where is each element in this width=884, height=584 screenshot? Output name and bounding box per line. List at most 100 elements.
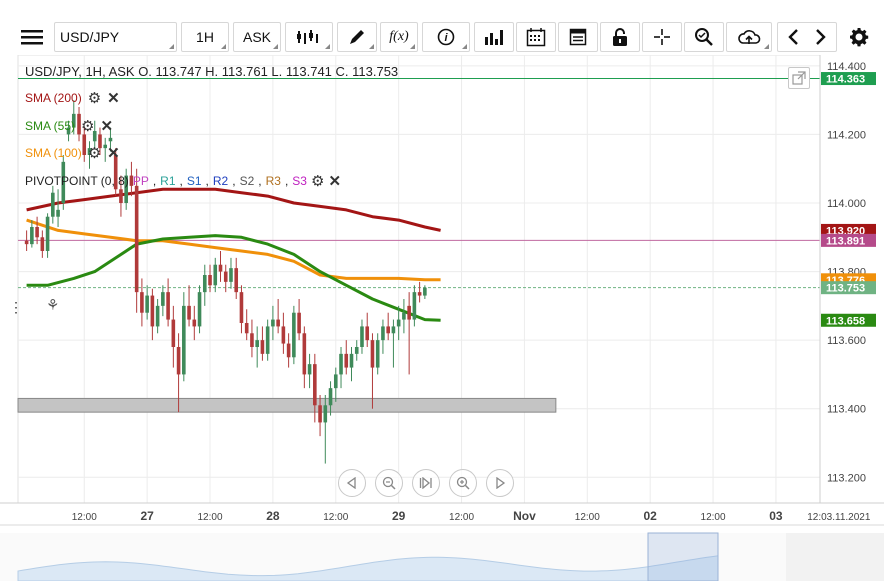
chart-type-button[interactable]: [285, 22, 333, 52]
price-side-select[interactable]: ASK: [233, 22, 281, 52]
symbol-label: USD/JPY: [60, 29, 120, 45]
zoom-in-button[interactable]: [449, 469, 477, 497]
indicator-pivotpoint[interactable]: PIVOTPOINT (0, 8) PP, R1, S1, R2, S2, R3…: [25, 173, 342, 190]
indicator-sma-100[interactable]: SMA (100) ⚙ ✕: [25, 144, 120, 162]
gear-icon[interactable]: ⚙: [310, 173, 325, 190]
chevron-left-icon[interactable]: [786, 28, 800, 46]
gear-icon[interactable]: ⚙: [87, 145, 102, 162]
candle-body: [323, 405, 328, 423]
candle-body: [56, 209, 60, 217]
candle-body: [140, 292, 144, 313]
reset-view-button[interactable]: [412, 469, 440, 497]
bar-chart-icon: [485, 30, 503, 45]
scroll-right-button[interactable]: [486, 469, 514, 497]
settings-button[interactable]: [846, 22, 872, 52]
candle-body: [113, 155, 118, 190]
gear-icon[interactable]: ⚙: [81, 118, 95, 135]
sma-line: [26, 187, 441, 232]
close-icon[interactable]: ✕: [107, 145, 120, 162]
candle-body: [77, 113, 81, 135]
drawing-tools-button[interactable]: [337, 22, 377, 52]
pivot-r2: R2: [212, 174, 229, 188]
cloud-upload-icon: [738, 30, 761, 44]
crosshair-button[interactable]: [642, 22, 682, 52]
fx-icon: f(x): [389, 29, 409, 44]
lock-icon: [613, 28, 627, 46]
candle-body: [82, 134, 87, 155]
bug-icon[interactable]: ⚘: [46, 297, 60, 314]
chevron-right-icon[interactable]: [814, 28, 828, 46]
close-icon[interactable]: ✕: [328, 173, 342, 190]
symbol-select[interactable]: USD/JPY: [54, 22, 177, 52]
candle-body: [396, 319, 401, 327]
calendar-button[interactable]: [516, 22, 556, 52]
candle-body: [223, 271, 228, 282]
candle-body: [24, 240, 29, 245]
menu-icon[interactable]: [16, 22, 48, 52]
cloud-button[interactable]: [726, 22, 772, 52]
close-icon[interactable]: ✕: [107, 90, 120, 107]
price-tick-label: 113.200: [827, 472, 866, 484]
close-icon[interactable]: ✕: [100, 118, 114, 135]
candles: [24, 100, 427, 464]
time-tick-label: 28: [266, 509, 280, 523]
chart-area[interactable]: 114.400 114.200 114.000 113.800 113.600 113.4…: [0, 54, 884, 582]
candle-body: [182, 305, 186, 375]
candle-body: [292, 312, 296, 358]
navigator-pane: [0, 532, 884, 582]
candle-body: [218, 264, 223, 272]
gear-icon[interactable]: ⚙: [87, 90, 102, 107]
price-tick-label: 113.400: [827, 404, 866, 416]
ohlc-legend: USD/JPY, 1H, ASK O. 113.747 H. 113.761 L…: [25, 64, 399, 79]
price-tag-label: 113.658: [826, 315, 865, 327]
candle-body: [307, 364, 312, 375]
indicators-button[interactable]: f(x): [380, 22, 418, 52]
pivot-s3: S3: [292, 174, 307, 188]
zoom-button[interactable]: [684, 22, 724, 52]
candle-body: [98, 134, 102, 149]
toolbar: USD/JPY 1H ASK f(x) i: [0, 0, 884, 72]
time-tick-label: 12:00: [701, 512, 726, 523]
candle-body: [281, 326, 286, 344]
info-button[interactable]: i: [422, 22, 470, 52]
candle-body: [276, 319, 280, 327]
time-tick-label: 29: [392, 509, 406, 523]
candle-body: [318, 405, 322, 423]
candle-body: [265, 326, 270, 354]
time-tick-label: 12:00: [323, 512, 348, 523]
price-side-label: ASK: [242, 29, 271, 45]
candle-body: [255, 340, 259, 347]
candle-body: [161, 292, 165, 306]
candle-body: [51, 192, 55, 217]
candle-body: [176, 347, 181, 375]
candle-body: [192, 319, 197, 327]
indicator-sma-200[interactable]: SMA (200) ⚙ ✕: [25, 89, 120, 107]
popout-button[interactable]: [788, 67, 810, 89]
template-button[interactable]: [558, 22, 598, 52]
candle-body: [40, 237, 45, 251]
magnifier-icon: [695, 28, 713, 46]
time-tick-label: 12:00: [575, 512, 600, 523]
candle-body: [108, 137, 113, 142]
candle-body: [171, 319, 176, 347]
navigator-area: [17, 555, 719, 582]
scroll-left-button[interactable]: [338, 469, 366, 497]
pivot-s1: S1: [186, 174, 202, 188]
sma-line: [26, 218, 441, 282]
candle-body: [402, 312, 406, 320]
indicator-sma-55[interactable]: SMA (55) ⚙ ✕: [25, 117, 113, 135]
candle-body: [370, 340, 375, 368]
price-chart[interactable]: 114.400114.200114.000113.800113.600113.4…: [0, 54, 884, 582]
candle-body: [375, 340, 380, 368]
volume-button[interactable]: [474, 22, 514, 52]
price-tag: [821, 72, 876, 86]
candle-body: [302, 333, 307, 375]
timeframe-select[interactable]: 1H: [181, 22, 229, 52]
lock-button[interactable]: [600, 22, 640, 52]
calendar-icon: [526, 28, 546, 47]
support-zone: [17, 397, 557, 413]
zoom-out-button[interactable]: [375, 469, 403, 497]
hamburger-icon: [21, 30, 43, 45]
candle-body: [365, 326, 370, 341]
drag-handle-icon[interactable]: ⋮: [9, 299, 23, 315]
